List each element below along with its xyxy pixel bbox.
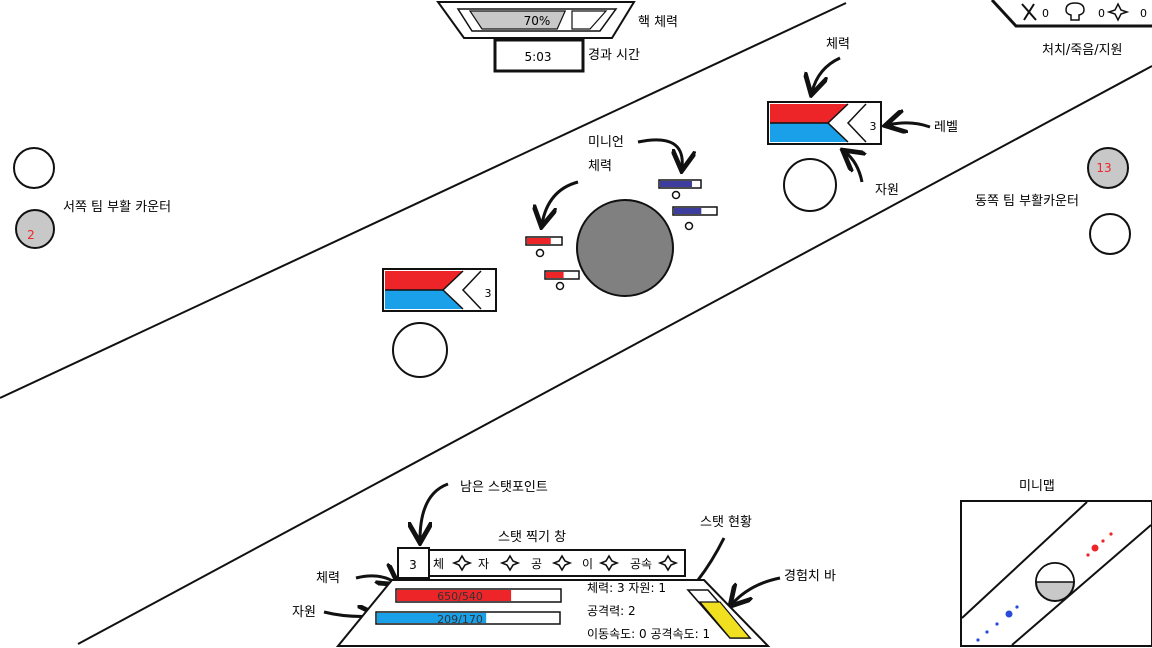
- stat-hp: 체: [433, 554, 473, 572]
- west-respawn-count: 2: [27, 228, 35, 242]
- core-hp-text: 70%: [524, 14, 551, 28]
- east-hero[interactable]: [783, 158, 837, 212]
- stat-points-box: [397, 547, 430, 579]
- stat-label: 체: [433, 557, 444, 571]
- lane-border-top: [0, 2, 847, 399]
- west-hero-status-bar: 3: [382, 268, 497, 312]
- stat-label: 자: [478, 557, 489, 571]
- hero-hp-annotation: 체력: [826, 37, 850, 52]
- elapsed-time-label: 경과 시간: [588, 48, 640, 63]
- player-hp-fill: [397, 590, 512, 601]
- lane-border-bottom: [77, 65, 1152, 645]
- stat-status-line1: 체력: 3 자원: 1: [587, 581, 666, 595]
- stat-points-annotation: 남은 스탯포인트: [460, 480, 548, 495]
- core-hp-panel: 70%: [436, 0, 636, 39]
- west-hero[interactable]: [392, 322, 448, 378]
- elapsed-time-value: 5:03: [525, 50, 552, 64]
- east-respawn-slot: [1089, 213, 1131, 255]
- stat-points-value: 3: [409, 558, 417, 572]
- west-respawn-counter: [15, 209, 55, 249]
- central-core[interactable]: [576, 199, 674, 297]
- west-hero-level: 3: [485, 287, 492, 300]
- stat-attack-speed: 공속: [630, 554, 679, 572]
- stat-move: 이: [582, 554, 620, 572]
- core-hp-fill: [468, 10, 567, 30]
- east-hero-hp-fill: [770, 104, 848, 123]
- four-point-star-icon[interactable]: [551, 554, 573, 572]
- stat-window: 3 체 자 공 이 공속: [397, 547, 686, 579]
- core-hp-label: 핵 체력: [638, 15, 678, 30]
- red-minion-hp-fill: [546, 272, 564, 278]
- minimap[interactable]: [960, 500, 1152, 647]
- minimap-red-units: [1086, 532, 1113, 557]
- red-minion[interactable]: [544, 270, 580, 291]
- red-minion-hp-fill: [527, 238, 551, 244]
- stat-status-line2: 공격력: 2: [587, 604, 636, 618]
- minion-annotation: 미니언: [588, 135, 624, 150]
- stat-resource: 자: [478, 554, 521, 572]
- blue-minion-hp-fill: [660, 181, 692, 187]
- blue-minion[interactable]: [672, 206, 718, 231]
- player-resource-text: 209/170: [437, 613, 483, 626]
- elapsed-time-box: 5:03: [493, 38, 585, 73]
- stat-status-line3: 이동속도: 0 공격속도: 1: [587, 627, 710, 641]
- blue-minion-hp-fill: [674, 208, 702, 214]
- east-hero-level: 3: [870, 120, 877, 133]
- four-point-star-icon: [1106, 2, 1130, 22]
- crossed-swords-icon: [1021, 3, 1037, 21]
- kda-label: 처치/죽음/지원: [1042, 43, 1123, 58]
- player-hp-annotation: 체력: [316, 571, 340, 586]
- four-point-star-icon[interactable]: [499, 554, 521, 572]
- stat-status-annotation: 스탯 현황: [700, 515, 752, 530]
- west-respawn-slot: [13, 147, 55, 189]
- stat-label: 이: [582, 557, 593, 571]
- west-respawn-label: 서쪽 팀 부활 카운터: [63, 200, 171, 215]
- kills-count: 0: [1042, 7, 1049, 20]
- minimap-blue-units: [976, 605, 1019, 642]
- east-respawn-counter: [1087, 147, 1129, 189]
- east-respawn-count: 13: [1096, 161, 1111, 175]
- east-respawn-label: 동쪽 팀 부활카운터: [975, 194, 1079, 209]
- exp-bar-fill: [698, 601, 752, 639]
- stat-label: 공속: [630, 557, 652, 571]
- red-minion[interactable]: [525, 236, 563, 258]
- blue-minion[interactable]: [658, 179, 702, 200]
- four-point-star-icon[interactable]: [657, 554, 679, 572]
- hero-resource-annotation: 자원: [875, 183, 899, 198]
- west-hero-resource-fill: [385, 290, 463, 309]
- stat-window-annotation: 스탯 찍기 창: [498, 530, 566, 545]
- player-hp-text: 650/540: [437, 590, 483, 603]
- stat-attack: 공: [531, 554, 573, 572]
- exp-bar-annotation: 경험치 바: [784, 569, 836, 584]
- four-point-star-icon[interactable]: [598, 554, 620, 572]
- assists-count: 0: [1140, 7, 1147, 20]
- deaths-count: 0: [1098, 7, 1105, 20]
- scoreboard: 0 0 0: [990, 0, 1152, 28]
- player-hud: 650/540 209/170 체력: 3 자원: 1 공격력: 2 이동속도:…: [335, 579, 771, 647]
- player-resource-fill: [377, 613, 487, 623]
- east-hero-status-bar: 3: [767, 101, 882, 145]
- minimap-annotation: 미니맵: [1019, 479, 1055, 494]
- west-hero-hp-fill: [385, 271, 463, 290]
- skull-icon: [1065, 2, 1085, 21]
- level-annotation: 레벨: [934, 120, 958, 135]
- player-resource-annotation: 자원: [292, 605, 316, 620]
- minion-hp-annotation: 체력: [588, 159, 612, 174]
- east-hero-resource-fill: [770, 123, 848, 142]
- stat-label: 공: [531, 557, 542, 571]
- four-point-star-icon[interactable]: [451, 554, 473, 572]
